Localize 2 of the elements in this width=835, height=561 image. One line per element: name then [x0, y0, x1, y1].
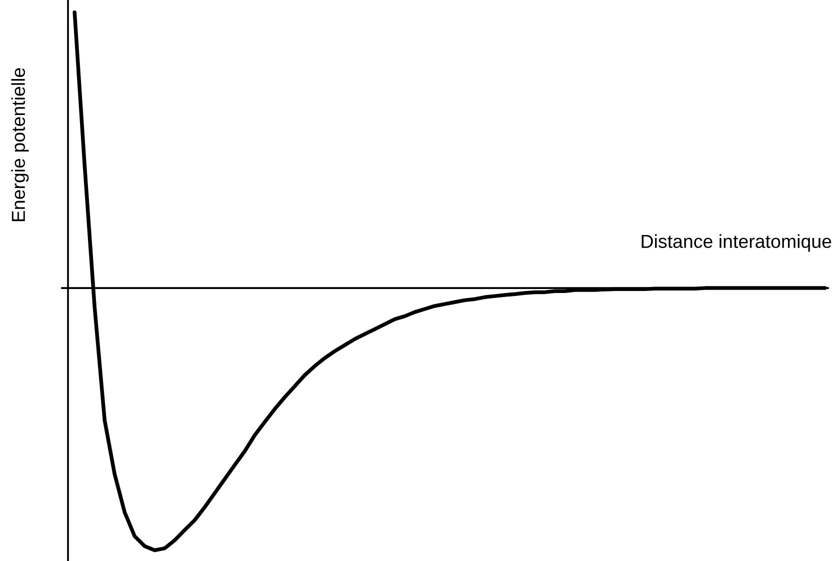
y-axis-title: Energie potentielle [11, 68, 29, 222]
x-axis-title: Distance interatomique [642, 234, 832, 252]
